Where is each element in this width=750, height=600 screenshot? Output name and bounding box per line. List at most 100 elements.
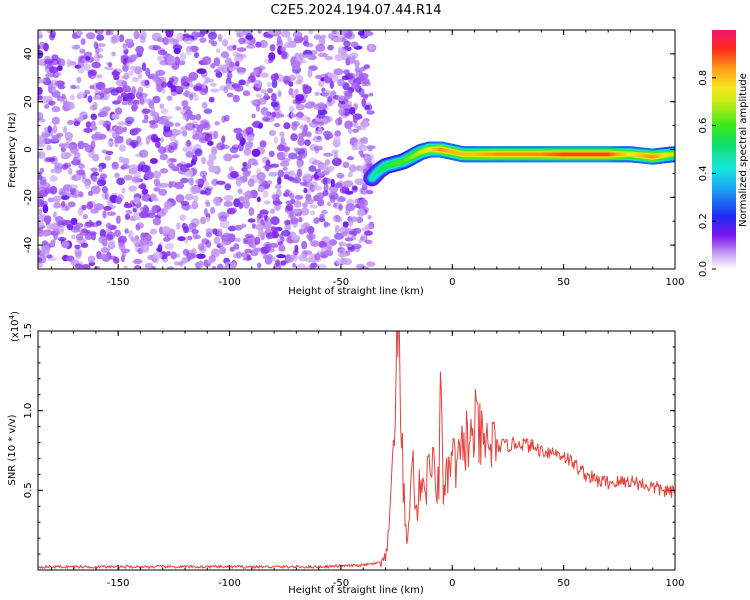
heatmap-noise-cell: [174, 181, 185, 190]
heatmap-noise-cell: [309, 264, 317, 269]
heatmap-noise-cell: [243, 147, 251, 156]
heatmap-noise-cell: [161, 81, 168, 88]
heatmap-noise-cell: [189, 81, 194, 88]
colorbar-ticks: 0.0 0.2 0.4 0.6 0.8: [698, 70, 716, 277]
heatmap-noise-cell: [118, 34, 125, 43]
heatmap-noise-cell: [46, 223, 55, 230]
heatmap-noise-cell: [234, 224, 243, 231]
heatmap-noise-cell: [52, 211, 57, 219]
heatmap-noise-cell: [61, 240, 70, 249]
heatmap-noise-cell: [170, 91, 178, 97]
heatmap-noise-cell: [335, 258, 342, 265]
heatmap-noise-cell: [84, 232, 93, 240]
heatmap-noise-cell: [304, 139, 311, 147]
heatmap-noise-cell: [160, 168, 169, 174]
snr-y-axis-label: SNR (10 * v/v): [7, 414, 18, 485]
heatmap-noise-cell: [213, 196, 221, 205]
heatmap-noise-cell: [306, 131, 312, 138]
heatmap-noise-cell: [42, 232, 50, 237]
heatmap-noise-cell: [292, 176, 302, 184]
heatmap-noise-cell: [277, 74, 284, 83]
heatmap-noise-cell: [334, 130, 342, 137]
heatmap-noise-cell: [322, 190, 329, 197]
heatmap-noise-cell: [91, 222, 99, 228]
heatmap-noise-cell: [144, 114, 149, 120]
heatmap-noise-cell: [38, 140, 46, 148]
heatmap-noise-cell: [291, 122, 298, 131]
heatmap-noise-cell: [268, 58, 274, 64]
heatmap-noise-cell: [91, 61, 101, 69]
heatmap-noise-cell: [177, 236, 186, 242]
chart-title: C2E5.2024.194.07.44.R14: [270, 3, 441, 18]
heatmap-noise-cell: [204, 133, 213, 142]
snr-x-ticks: -150 -100 -50 0 50 100: [50, 331, 685, 589]
heatmap-noise-cell: [197, 243, 205, 251]
heatmap-noise-cell: [214, 69, 221, 74]
heatmap-noise-cell: [87, 255, 96, 264]
heatmap-noise-cell: [38, 257, 43, 263]
heatmap-noise-cell: [158, 146, 167, 155]
heatmap-noise-cell: [343, 258, 352, 265]
heatmap-noise-cell: [315, 43, 326, 52]
heatmap-noise-cell: [93, 41, 99, 50]
heatmap-noise-cell: [205, 228, 213, 235]
heatmap-noise-cell: [297, 75, 304, 84]
heatmap-noise-cell: [243, 196, 249, 203]
heatmap-noise-cell: [317, 126, 323, 135]
heatmap-noise-cell: [322, 115, 333, 123]
heatmap-noise-cell: [109, 239, 116, 246]
heatmap-noise-cell: [219, 246, 227, 255]
heatmap-noise-cell: [142, 204, 149, 213]
heatmap-noise-cell: [170, 251, 177, 260]
heatmap-noise-cell: [39, 176, 47, 186]
heatmap-noise-cell: [85, 56, 91, 61]
heatmap-noise-cell: [288, 152, 298, 160]
heatmap-noise-cell: [167, 37, 175, 43]
heatmap-noise-cell: [328, 192, 339, 200]
heatmap-noise-cell: [233, 198, 241, 208]
heatmap-noise-cell: [75, 233, 84, 241]
heatmap-noise-cell: [274, 184, 282, 190]
heatmap-noise-cell: [47, 197, 54, 203]
heatmap-noise-cell: [152, 45, 162, 51]
heatmap-noise-cell: [190, 185, 200, 195]
heatmap-noise-cell: [199, 30, 210, 35]
colorbar: 0.0 0.2 0.4 0.6 0.8 Normalized spectral ampl…: [698, 30, 749, 277]
heatmap-noise-cell: [292, 262, 297, 268]
heatmap-noise-cell: [216, 180, 226, 185]
heatmap-noise-cell: [257, 81, 263, 89]
heatmap-noise-cell: [243, 200, 251, 209]
heatmap-noise-cell: [279, 160, 290, 167]
heatmap-noise-cell: [276, 152, 283, 158]
heatmap-noise-cell: [44, 138, 54, 143]
heatmap-noise-cell: [288, 170, 296, 177]
heatmap-noise-cell: [243, 30, 254, 33]
heatmap-noise-cell: [332, 215, 341, 223]
heatmap-noise-cell: [58, 84, 66, 90]
heatmap-noise-cell: [125, 42, 133, 47]
heatmap-noise-cell: [302, 202, 308, 208]
heatmap-noise-cell: [234, 30, 244, 34]
heatmap-noise-cell: [166, 95, 173, 101]
heatmap-noise-cell: [164, 243, 175, 250]
heatmap-noise-cell: [67, 167, 73, 175]
heatmap-noise-cell: [358, 198, 369, 208]
heatmap-noise-cell: [71, 174, 82, 181]
heatmap-noise-cell: [105, 150, 114, 155]
heatmap-noise-cell: [323, 130, 332, 137]
heatmap-noise-cell: [210, 82, 217, 87]
heatmap-noise-cell: [152, 95, 161, 104]
heatmap-noise-cell: [265, 165, 270, 172]
heatmap-noise-cell: [166, 80, 173, 88]
heatmap-noise-cell: [213, 236, 221, 245]
heatmap-noise-cell: [252, 247, 259, 257]
heatmap-noise-cell: [324, 249, 334, 257]
heatmap-noise-cell: [99, 229, 106, 238]
heatmap-noise-cell: [228, 61, 235, 68]
heatmap-noise-cell: [122, 65, 129, 72]
heatmap-noise-cell: [83, 63, 91, 71]
heatmap-noise-cell: [297, 137, 305, 146]
heatmap-noise-cell: [100, 87, 111, 95]
heatmap-noise-cell: [177, 60, 186, 66]
heatmap-noise-cell: [102, 186, 108, 194]
